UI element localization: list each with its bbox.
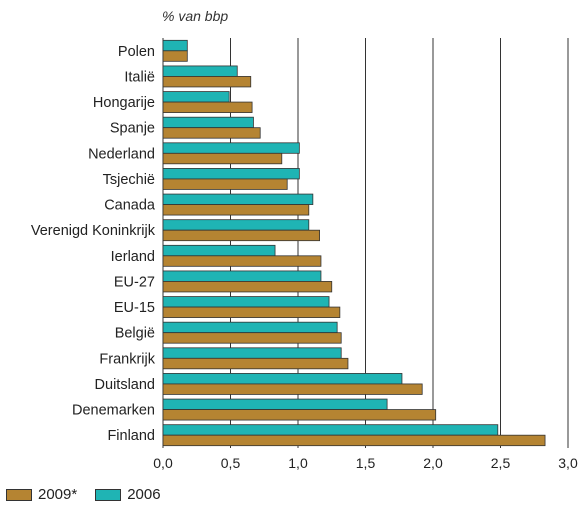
x-tick-label: 3,0	[558, 455, 578, 471]
bar-2006	[162, 296, 330, 308]
bar-2009	[162, 229, 321, 242]
category-label: Hongarije	[93, 95, 155, 111]
legend-item-2009: 2009*	[6, 486, 77, 503]
bar-2006	[162, 39, 188, 52]
bar-2006	[162, 398, 388, 410]
bar-2006	[162, 142, 300, 154]
category-label: Finland	[107, 428, 155, 444]
bar-2009	[162, 204, 310, 216]
bar-2006	[162, 321, 338, 334]
category-label: Ierland	[111, 249, 155, 265]
x-tick-label: 0,5	[221, 455, 241, 471]
x-tick-label: 2,0	[423, 455, 443, 471]
bar-2006	[162, 116, 254, 129]
legend-swatch-2006	[95, 488, 122, 501]
category-label: Spanje	[110, 121, 155, 137]
category-label: Tsjechië	[103, 172, 155, 188]
unit-label: % van bbp	[162, 8, 229, 24]
legend-swatch-2009	[6, 488, 32, 501]
category-label: Italië	[124, 69, 155, 85]
category-label: Verenigd Koninkrijk	[31, 223, 156, 239]
legend-item-2006: 2006	[95, 486, 161, 503]
category-label: België	[115, 326, 155, 342]
bar-2009	[162, 152, 283, 165]
category-label: Nederland	[88, 146, 155, 162]
category-label: Polen	[118, 44, 155, 60]
bar-2006	[162, 373, 403, 385]
bar-2009	[162, 127, 261, 139]
category-label: Canada	[104, 198, 156, 214]
category-label: Duitsland	[95, 377, 155, 393]
bar-2006	[162, 65, 238, 77]
legend-label-2006: 2006	[127, 486, 161, 503]
bar-2006	[162, 347, 342, 359]
bar-2009	[162, 306, 341, 318]
x-tick-label: 0,0	[153, 455, 173, 471]
x-tick-label: 1,0	[288, 455, 308, 471]
category-label: Denemarken	[72, 403, 155, 419]
category-label: EU-15	[114, 300, 155, 316]
bar-2009	[162, 332, 342, 344]
x-tick-label: 2,5	[491, 455, 511, 471]
category-label: Frankrijk	[99, 351, 155, 367]
bar-2006	[162, 168, 300, 180]
bar-2009	[162, 281, 333, 293]
bar-2009	[162, 383, 423, 395]
x-tick-label: 1,5	[356, 455, 376, 471]
bar-2006	[162, 270, 322, 282]
legend: 2009* 2006	[6, 486, 179, 503]
bar-2009	[162, 50, 188, 62]
bar-2006	[162, 219, 310, 231]
legend-label-2009: 2009*	[38, 486, 78, 503]
bar-2009	[162, 409, 437, 421]
bar-2009	[162, 255, 322, 267]
bar-2006	[162, 91, 230, 103]
bar-2006	[162, 193, 314, 205]
bar-2006	[162, 244, 276, 257]
bar-2009	[162, 178, 288, 190]
bar-2009	[162, 101, 253, 113]
bar-2006	[162, 424, 499, 436]
bar-2009	[162, 434, 546, 447]
bar-2009	[162, 357, 349, 370]
category-label: EU-27	[114, 274, 155, 290]
bar-2009	[162, 76, 252, 88]
